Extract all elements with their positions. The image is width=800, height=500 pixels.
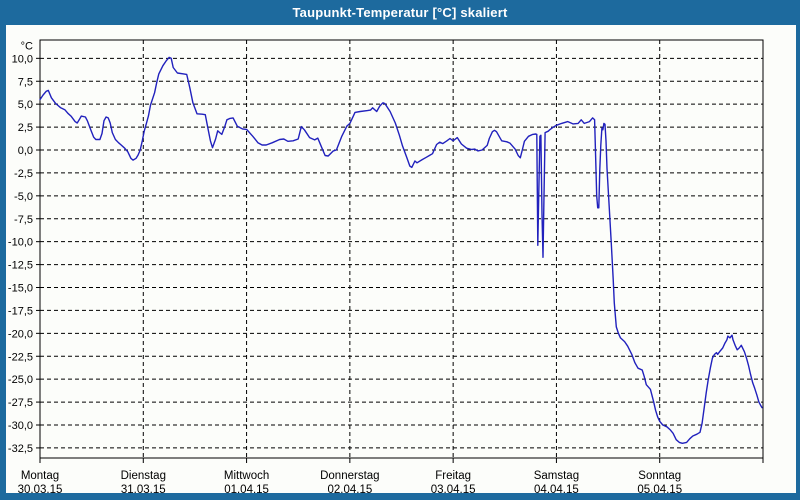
y-tick-label: 0,0 (18, 145, 33, 157)
y-tick-label: 2,5 (18, 122, 33, 134)
date-label: 30.03.15 (18, 484, 63, 493)
y-tick-label: -22,5 (8, 351, 33, 363)
date-label: 01.04.15 (224, 484, 269, 493)
date-label: 04.04.15 (534, 484, 579, 493)
window-titlebar: Taupunkt-Temperatur [°C] skaliert (0, 0, 800, 25)
y-tick-label: 7,5 (18, 76, 33, 88)
y-tick-label: -10,0 (8, 237, 33, 249)
y-tick-label: 10,0 (12, 53, 33, 65)
y-tick-label: -25,0 (8, 374, 33, 386)
y-tick-label: -20,0 (8, 328, 33, 340)
day-label: Montag (21, 470, 59, 482)
dewpoint-line (39, 56, 763, 444)
y-tick-label: -32,5 (8, 443, 33, 455)
y-tick-label: -30,0 (8, 420, 33, 432)
day-label: Sonntag (638, 470, 681, 482)
y-tick-label: -12,5 (8, 260, 33, 272)
y-unit-label: °C (21, 40, 33, 52)
day-label: Donnerstag (320, 470, 379, 482)
y-tick-label: -27,5 (8, 397, 33, 409)
plot-frame (39, 39, 764, 459)
window-title: Taupunkt-Temperatur [°C] skaliert (292, 5, 508, 20)
day-label: Samstag (534, 470, 579, 482)
y-tick-label: -5,0 (14, 191, 33, 203)
day-label: Mittwoch (224, 470, 269, 482)
day-label: Freitag (435, 470, 471, 482)
chart-area: 10,0 7,5 5,0 2,5 0,0 -2,5 -5,0 -7,5 -10,0 -12,5 -1… (6, 25, 796, 496)
y-tick-label: -7,5 (14, 214, 33, 226)
date-label: 05.04.15 (637, 484, 682, 493)
dewpoint-chart: 10,0 7,5 5,0 2,5 0,0 -2,5 -5,0 -7,5 -10,0 -12,5 -1… (8, 39, 764, 496)
y-tick-label: -2,5 (14, 168, 33, 180)
date-label: 02.04.15 (327, 484, 372, 493)
y-tick-label: 5,0 (18, 99, 33, 111)
y-tick-label: -17,5 (8, 305, 33, 317)
date-label: 31.03.15 (121, 484, 166, 493)
day-label: Dienstag (121, 470, 166, 482)
date-label: 03.04.15 (431, 484, 476, 493)
y-tick-label: -15,0 (8, 283, 33, 295)
